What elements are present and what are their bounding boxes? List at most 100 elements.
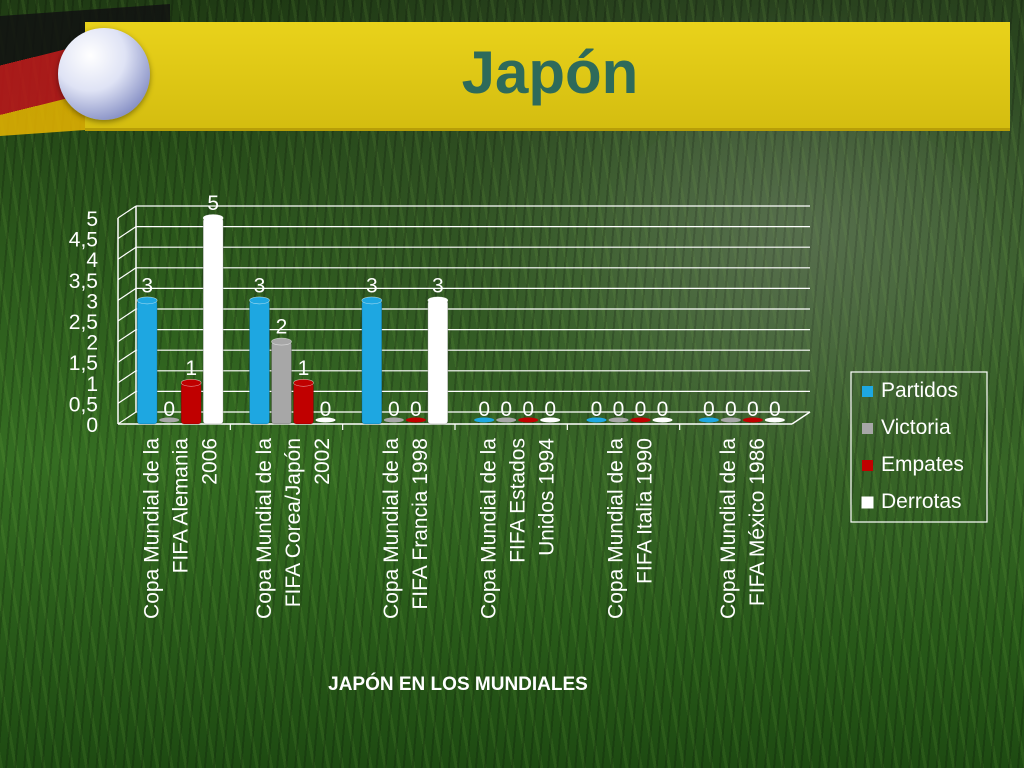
data-label: 0 [320, 398, 332, 421]
bar-partidos [361, 299, 383, 425]
data-label: 3 [141, 274, 153, 297]
bar-cap [249, 296, 270, 305]
bar-empates [405, 417, 426, 423]
data-label: 3 [432, 274, 444, 297]
y-tick-label: 5 [86, 208, 98, 231]
bar-victoria [496, 417, 517, 423]
data-label: 0 [703, 398, 715, 421]
legend-swatch [862, 386, 873, 397]
grid-line-depth [117, 205, 137, 219]
data-label: 0 [747, 398, 759, 421]
bar-partidos [136, 299, 158, 425]
chart-grid [117, 205, 810, 425]
data-label: 3 [366, 274, 378, 297]
grid-line-depth [117, 226, 137, 240]
category-label-line: Copa Mundial de la [717, 438, 740, 619]
y-tick-label: 4 [86, 249, 98, 272]
data-label: 0 [635, 398, 647, 421]
chart-category-labels: Copa Mundial de la FIFA Alemania 2006 Copa … [141, 438, 769, 619]
category-label-line: FIFA Corea/Japón [282, 438, 305, 607]
category-label-line: Copa Mundial de la [253, 438, 276, 619]
y-tick-label: 2,5 [69, 311, 98, 334]
data-label: 0 [725, 398, 737, 421]
grid-line-depth [117, 287, 137, 301]
y-tick-label: 0,5 [69, 393, 98, 416]
bar-cap [361, 296, 383, 305]
category-label-line: Copa Mundial de la [141, 438, 164, 619]
grid-line-depth [117, 390, 137, 404]
grid-line-depth [117, 267, 137, 281]
bar-derrotas [427, 299, 449, 425]
data-label: 0 [613, 398, 625, 421]
data-label: 3 [254, 274, 266, 297]
y-tick-label: 2 [86, 332, 98, 355]
category-label: Copa Mundial de la FIFA Italia 1990 [605, 438, 657, 619]
category-label: Copa Mundial de la FIFA México 1986 [717, 438, 769, 619]
data-label: 0 [163, 398, 175, 421]
legend-swatch [862, 460, 873, 471]
grid-line-depth [117, 329, 137, 343]
data-label: 0 [388, 398, 400, 421]
bar-partidos [474, 417, 495, 423]
category-label-line: FIFA México 1986 [746, 438, 769, 606]
bar-cap [180, 378, 202, 387]
grid-line-depth [117, 308, 137, 322]
y-tick-label: 3,5 [69, 270, 98, 293]
data-label: 1 [185, 357, 197, 380]
data-label: 0 [657, 398, 669, 421]
grid-line-depth [117, 246, 137, 260]
data-label: 5 [207, 192, 219, 215]
bar-derrotas [652, 417, 673, 423]
chart-legend: Partidos Victoria Empates Derrotas [850, 371, 988, 523]
data-label: 0 [544, 398, 556, 421]
bar-victoria [271, 341, 292, 425]
bar-victoria [159, 417, 180, 423]
bar-empates [518, 417, 539, 423]
bar-derrotas [202, 217, 224, 425]
title-banner [85, 22, 1010, 131]
legend-swatch [861, 496, 874, 509]
legend-label: Derrotas [881, 490, 962, 513]
bar-cap [427, 296, 449, 305]
category-label-line: 2006 [199, 438, 222, 485]
category-label: Copa Mundial de la FIFA Estados Unidos 199… [478, 438, 559, 619]
grid-line-depth [117, 349, 137, 363]
bar-empates [293, 382, 314, 425]
grid-line-depth [117, 411, 137, 425]
y-tick-label: 0 [86, 414, 98, 437]
bar-derrotas [315, 417, 336, 423]
y-tick-label: 1,5 [69, 352, 98, 375]
bar-victoria [608, 417, 629, 423]
bar-victoria [383, 417, 404, 423]
bar-cap [271, 337, 292, 346]
bar-cap [202, 214, 224, 222]
data-label: 1 [298, 357, 310, 380]
bar-derrotas [764, 417, 785, 423]
legend-swatch [862, 423, 873, 434]
legend-label: Partidos [881, 379, 958, 402]
slide-title: Japón [461, 39, 639, 106]
y-tick-label: 3 [86, 290, 98, 313]
bar-partidos [249, 299, 270, 425]
bar-empates [630, 417, 651, 423]
x-axis-depth-line [791, 411, 811, 425]
category-label: Copa Mundial de la FIFA Corea/Japón 2002 [253, 438, 334, 619]
category-label: Copa Mundial de la FIFA Francia 1998 [380, 438, 432, 619]
bar-empates [180, 382, 202, 425]
grid-line-depth [117, 370, 137, 384]
soccer-ball-icon [58, 28, 150, 120]
bar-empates [742, 417, 763, 423]
bar-partidos [698, 417, 719, 423]
category-label-line: FIFA Italia 1990 [634, 438, 657, 584]
bar-victoria [720, 417, 741, 423]
data-label: 2 [276, 316, 288, 339]
category-label-line: FIFA Estados [507, 438, 530, 563]
y-tick-label: 1 [86, 373, 98, 396]
data-label: 0 [591, 398, 603, 421]
data-label: 0 [410, 398, 422, 421]
legend-label: Empates [881, 453, 964, 476]
category-label-line: Copa Mundial de la [605, 438, 628, 619]
category-label-line: Unidos 1994 [536, 438, 559, 556]
